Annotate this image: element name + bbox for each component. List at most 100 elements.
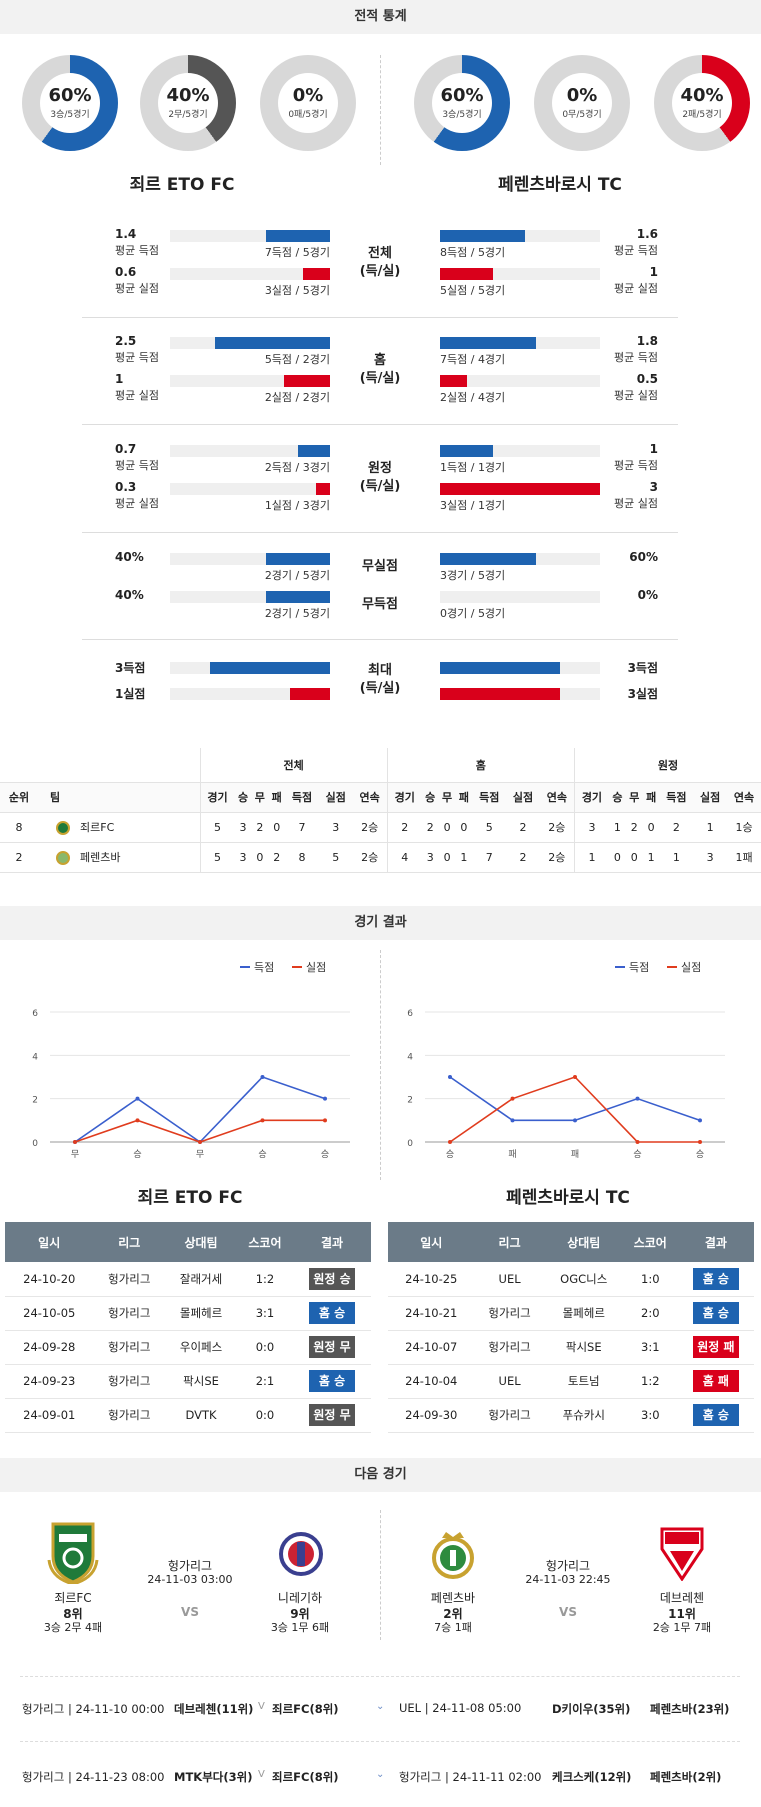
compare-category-sub: (득/실) (359, 479, 401, 494)
results-row: 24-10-05 헝가리그 몰페헤르 3:1 홈 승 (5, 1296, 371, 1331)
stat-cell: 2 (625, 812, 643, 843)
stat-cell: 2 (659, 812, 694, 843)
stat-cell: 3 (318, 812, 353, 843)
divider (20, 1676, 740, 1677)
away-avg-caption: 평균 실점 (614, 389, 658, 402)
divider (380, 55, 381, 165)
home-bar-label: 2득점 / 3경기 (264, 461, 330, 474)
match-opponent[interactable]: 몰페헤르 (165, 1296, 237, 1331)
match-opponent[interactable]: OGC니스 (544, 1262, 623, 1297)
home-avg-caption: 평균 득점 (115, 351, 159, 364)
match-score: 2:1 (236, 1364, 294, 1399)
upcoming-team1[interactable]: 데브레첸(11위) (174, 1702, 254, 1716)
away-bar-track (440, 230, 600, 242)
away-bar-track (440, 662, 600, 674)
legend-label: 득점 (254, 961, 274, 974)
stat-cell: 7 (472, 842, 507, 873)
ratio-donut: 0% 0패/5경기 (260, 55, 356, 151)
y-tick-label: 4 (32, 1052, 38, 1062)
match-opponent[interactable]: 토트넘 (544, 1364, 623, 1399)
ratio-donut: 40% 2패/5경기 (654, 55, 750, 151)
away-bar-label: 2실점 / 4경기 (440, 391, 506, 404)
next-right-team2-rank: 11위 (668, 1607, 696, 1621)
compare-category-sub: (득/실) (359, 264, 401, 279)
match-result-badge: 원정 무 (309, 1404, 355, 1426)
match-result-badge: 홈 승 (692, 1404, 739, 1426)
home-bar-fill (283, 375, 330, 387)
results-row: 24-10-21 헝가리그 몰페헤르 2:0 홈 승 (388, 1296, 754, 1331)
col-4: 무 (251, 782, 269, 813)
upcoming-team1[interactable]: D키이우(35위) (552, 1702, 631, 1716)
max-label: 최대 (득/실) (330, 662, 430, 698)
match-opponent[interactable]: 팍시SE (165, 1364, 237, 1399)
gyor-logo-icon (47, 1522, 99, 1584)
home-bar-track (170, 445, 330, 457)
stat-cell: 2 (268, 842, 286, 873)
match-opponent[interactable]: 잘래거세 (165, 1262, 237, 1297)
data-point (135, 1118, 140, 1123)
home-avg-value: 0.7 (115, 442, 137, 456)
stat-cell: 1 (659, 842, 694, 873)
next-left-team1-record: 3승 2무 4패 (43, 1621, 103, 1634)
match-opponent[interactable]: 우이페스 (165, 1330, 237, 1365)
data-point (698, 1140, 702, 1144)
match-score: 3:0 (622, 1398, 678, 1433)
stat-cell: 2승 (352, 842, 388, 873)
upcoming-team1[interactable]: 케크스케(12위) (552, 1770, 632, 1784)
team-crest-icon (56, 850, 70, 865)
away-noscore-value: 0% (637, 588, 658, 602)
team-name[interactable]: 죄르FC (80, 821, 115, 834)
away-bar-track (440, 688, 600, 700)
donut-center: 60% 3승/5경기 (40, 73, 100, 133)
match-result-cell: 홈 승 (677, 1296, 754, 1331)
donut-center: 0% 0패/5경기 (278, 73, 338, 133)
x-tick-label: 패 (508, 1149, 516, 1160)
divider (82, 532, 678, 533)
match-score: 3:1 (622, 1330, 678, 1365)
match-result-badge: 홈 승 (309, 1302, 355, 1324)
upcoming-team2[interactable]: 페렌츠바(2위) (650, 1770, 722, 1784)
away-avg-value: 1 (649, 265, 658, 279)
match-opponent[interactable]: 팍시SE (544, 1330, 623, 1365)
stat-cell: 0 (642, 812, 660, 843)
match-date: 24-10-20 (5, 1262, 94, 1297)
col-5: 패 (642, 782, 660, 813)
results-row: 24-09-23 헝가리그 팍시SE 2:1 홈 승 (5, 1364, 371, 1399)
stat-cell: 7 (285, 812, 319, 843)
away-bar-label: 0경기 / 5경기 (440, 607, 506, 620)
upcoming-team2[interactable]: 죄르FC(8위) (272, 1702, 339, 1716)
x-tick-label: 승 (258, 1149, 266, 1160)
stat-cell: 4 (387, 842, 422, 873)
upcoming-team2[interactable]: 죄르FC(8위) (272, 1770, 339, 1784)
series-line-득점 (74, 1076, 326, 1144)
match-result-cell: 홈 승 (677, 1262, 754, 1297)
match-opponent[interactable]: DVTK (165, 1398, 237, 1433)
stat-cell: 1 (693, 812, 728, 843)
match-opponent[interactable]: 푸슈카시 (544, 1398, 623, 1433)
home-avg-caption: 평균 득점 (115, 459, 159, 472)
home-bar-fill (315, 483, 330, 495)
results-header-cell: 상대팀 (544, 1222, 623, 1262)
home-avg-caption: 평균 득점 (115, 244, 159, 257)
upcoming-team2[interactable]: 페렌츠바(23위) (650, 1702, 730, 1716)
results-header-cell: 상대팀 (165, 1222, 237, 1262)
x-tick-label: 승 (133, 1149, 141, 1160)
results-header-cell: 스코어 (236, 1222, 294, 1262)
upcoming-team1[interactable]: MTK부다(3위) (174, 1770, 253, 1784)
stat-cell: 5 (200, 842, 235, 873)
data-point (573, 1075, 577, 1079)
away-avg-caption: 평균 실점 (614, 497, 658, 510)
match-date: 24-09-30 (388, 1398, 475, 1433)
team-name[interactable]: 페렌츠바 (80, 851, 121, 864)
data-point (73, 1140, 77, 1144)
away-avg-caption: 평균 득점 (614, 459, 658, 472)
match-opponent[interactable]: 몰페헤르 (544, 1296, 623, 1331)
expand-chevron-icon[interactable]: ⌄ (376, 1701, 385, 1712)
match-result-cell: 원정 승 (293, 1262, 371, 1297)
away-avg-caption: 평균 득점 (614, 351, 658, 364)
results-row: 24-10-25 UEL OGC니스 1:0 홈 승 (388, 1262, 754, 1297)
y-tick-label: 0 (32, 1139, 38, 1149)
away-bar-fill (440, 268, 493, 280)
expand-chevron-icon[interactable]: ⌄ (376, 1769, 385, 1780)
home-avg-value: 1.4 (115, 227, 137, 241)
